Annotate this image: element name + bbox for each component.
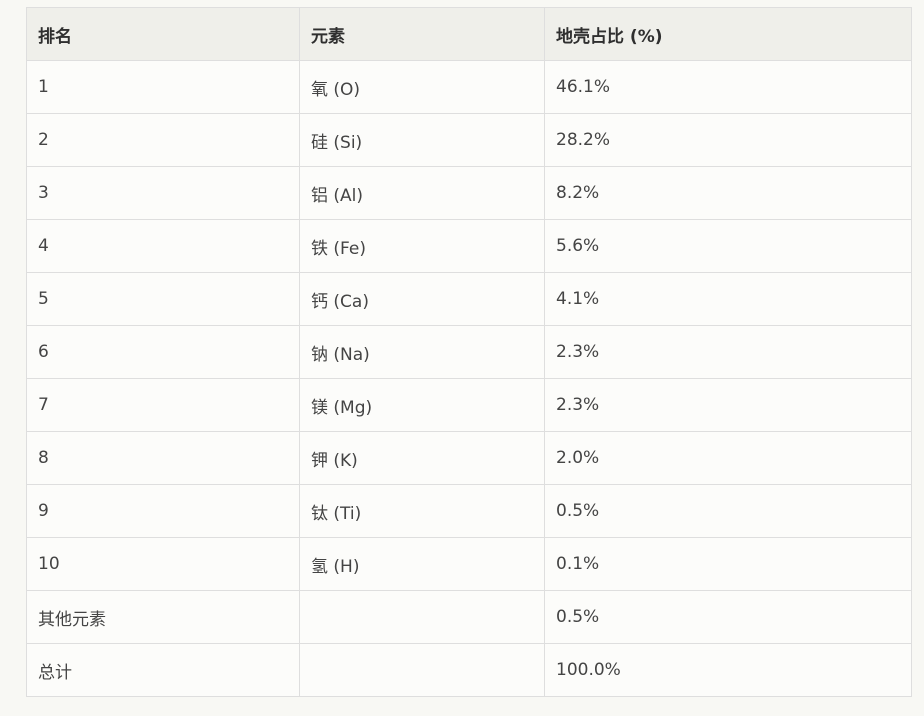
rank-cell: 3 bbox=[26, 166, 300, 220]
table-row: 2 硅 (Si) 28.2% bbox=[26, 113, 912, 167]
rank-cell: 5 bbox=[26, 272, 300, 326]
percentage-cell: 5.6% bbox=[544, 219, 912, 273]
table-row: 8 钾 (K) 2.0% bbox=[26, 431, 912, 485]
rank-cell: 6 bbox=[26, 325, 300, 379]
percentage-cell: 0.1% bbox=[544, 537, 912, 591]
table-row: 1 氧 (O) 46.1% bbox=[26, 60, 912, 114]
rank-cell: 其他元素 bbox=[26, 590, 300, 644]
percentage-cell: 0.5% bbox=[544, 484, 912, 538]
rank-cell: 总计 bbox=[26, 643, 300, 697]
table-row: 6 钠 (Na) 2.3% bbox=[26, 325, 912, 379]
table-row: 4 铁 (Fe) 5.6% bbox=[26, 219, 912, 273]
rank-cell: 1 bbox=[26, 60, 300, 114]
rank-cell: 8 bbox=[26, 431, 300, 485]
percentage-cell: 0.5% bbox=[544, 590, 912, 644]
element-cell: 钙 (Ca) bbox=[299, 272, 545, 326]
percentage-cell: 4.1% bbox=[544, 272, 912, 326]
element-cell: 钾 (K) bbox=[299, 431, 545, 485]
element-cell: 铝 (Al) bbox=[299, 166, 545, 220]
table-row: 3 铝 (Al) 8.2% bbox=[26, 166, 912, 220]
percentage-cell: 8.2% bbox=[544, 166, 912, 220]
element-cell bbox=[299, 643, 545, 697]
element-cell: 镁 (Mg) bbox=[299, 378, 545, 432]
table-row: 5 钙 (Ca) 4.1% bbox=[26, 272, 912, 326]
table-row: 9 钛 (Ti) 0.5% bbox=[26, 484, 912, 538]
percentage-cell: 46.1% bbox=[544, 60, 912, 114]
header-rank: 排名 bbox=[26, 7, 300, 61]
table-row: 其他元素 0.5% bbox=[26, 590, 912, 644]
element-table-container: 排名 元素 地壳占比 (%) 1 氧 (O) 46.1% 2 硅 (Si) 28… bbox=[26, 7, 912, 697]
percentage-cell: 2.3% bbox=[544, 378, 912, 432]
crust-element-table: 排名 元素 地壳占比 (%) 1 氧 (O) 46.1% 2 硅 (Si) 28… bbox=[26, 7, 912, 697]
percentage-cell: 100.0% bbox=[544, 643, 912, 697]
rank-cell: 9 bbox=[26, 484, 300, 538]
element-cell: 氢 (H) bbox=[299, 537, 545, 591]
table-row: 10 氢 (H) 0.1% bbox=[26, 537, 912, 591]
table-row: 7 镁 (Mg) 2.3% bbox=[26, 378, 912, 432]
element-cell: 钛 (Ti) bbox=[299, 484, 545, 538]
rank-cell: 7 bbox=[26, 378, 300, 432]
header-element: 元素 bbox=[299, 7, 545, 61]
percentage-cell: 2.3% bbox=[544, 325, 912, 379]
table-header-row: 排名 元素 地壳占比 (%) bbox=[26, 7, 912, 61]
rank-cell: 4 bbox=[26, 219, 300, 273]
rank-cell: 2 bbox=[26, 113, 300, 167]
rank-cell: 10 bbox=[26, 537, 300, 591]
element-cell: 氧 (O) bbox=[299, 60, 545, 114]
element-cell: 铁 (Fe) bbox=[299, 219, 545, 273]
element-cell: 硅 (Si) bbox=[299, 113, 545, 167]
percentage-cell: 2.0% bbox=[544, 431, 912, 485]
element-cell: 钠 (Na) bbox=[299, 325, 545, 379]
table-row: 总计 100.0% bbox=[26, 643, 912, 697]
header-crust-percentage: 地壳占比 (%) bbox=[544, 7, 912, 61]
percentage-cell: 28.2% bbox=[544, 113, 912, 167]
element-cell bbox=[299, 590, 545, 644]
